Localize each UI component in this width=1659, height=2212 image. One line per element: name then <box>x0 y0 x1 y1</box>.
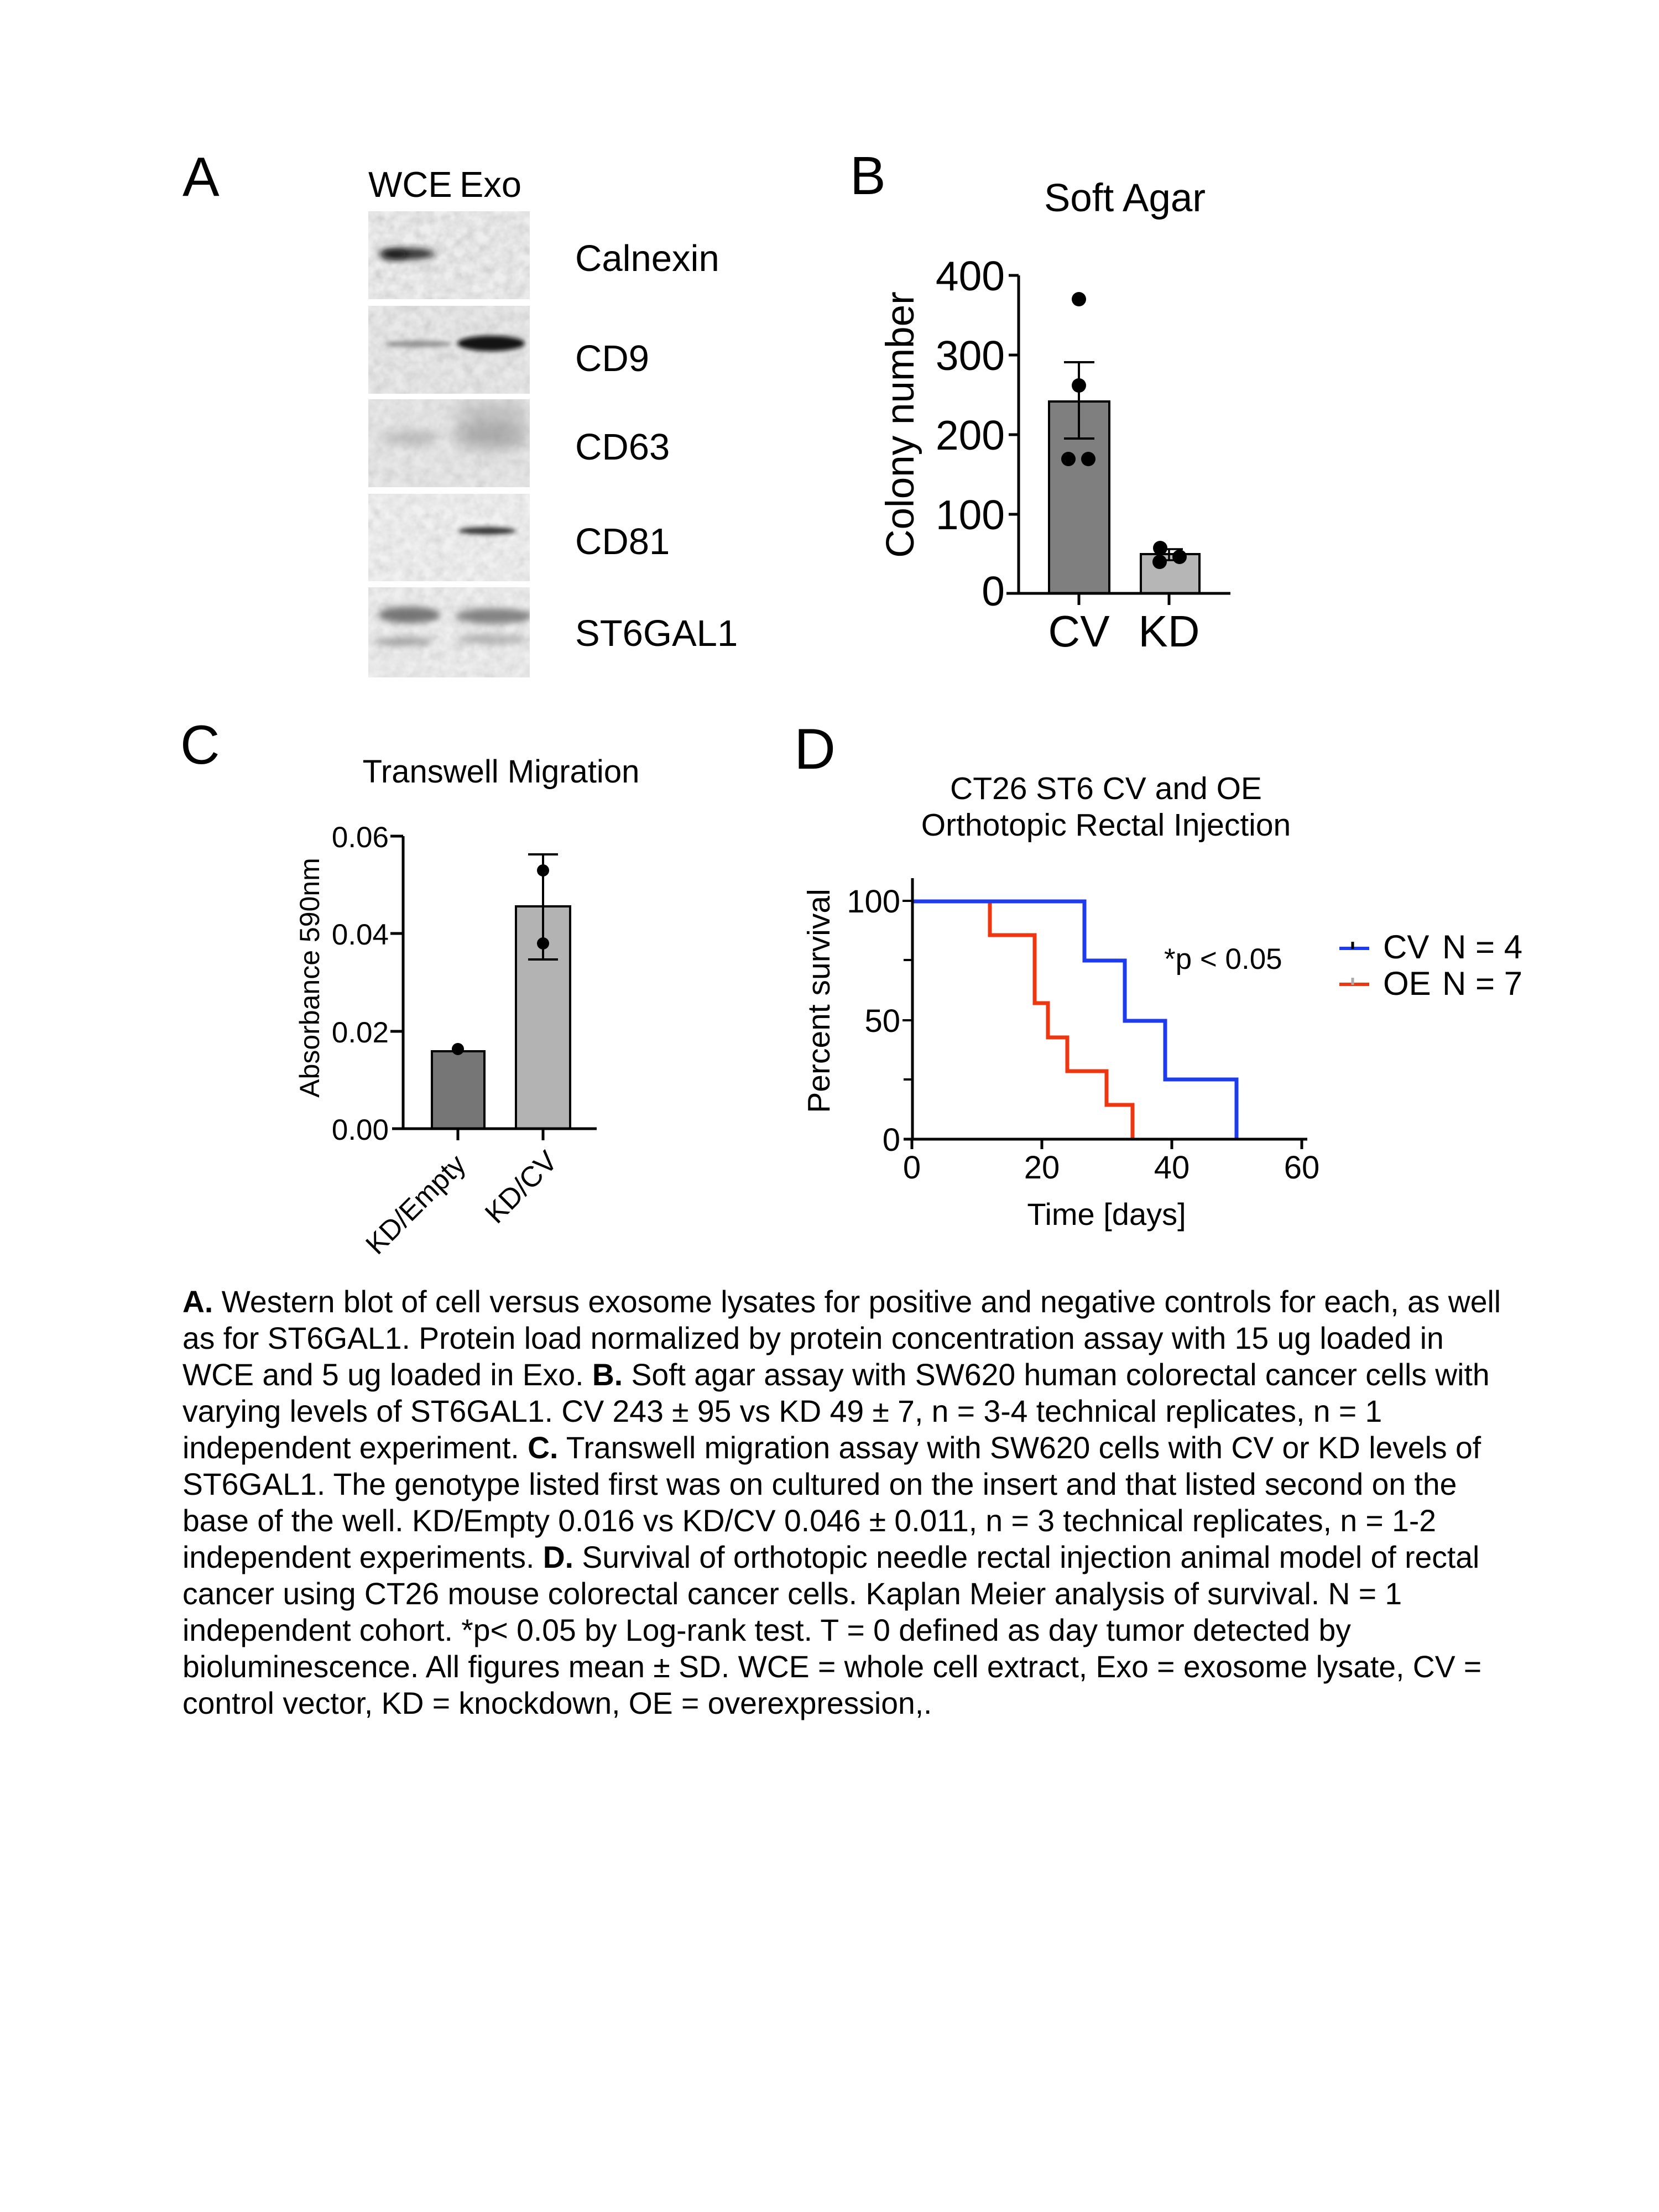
svg-text:300: 300 <box>936 332 1005 379</box>
svg-text:*p < 0.05: *p < 0.05 <box>1164 943 1282 975</box>
svg-text:WCE: WCE <box>368 164 452 205</box>
svg-text:Colony number: Colony number <box>879 291 922 557</box>
svg-text:CD63: CD63 <box>575 426 670 468</box>
svg-text:20: 20 <box>1024 1150 1060 1186</box>
svg-text:CD9: CD9 <box>575 338 649 379</box>
svg-text:100: 100 <box>936 492 1005 538</box>
svg-text:CD81: CD81 <box>575 521 670 562</box>
svg-text:KD: KD <box>1138 607 1199 656</box>
svg-text:N = 4: N = 4 <box>1442 928 1522 966</box>
svg-text:0.02: 0.02 <box>332 1016 389 1049</box>
svg-text:OE: OE <box>1383 965 1431 1002</box>
svg-text:100: 100 <box>847 884 900 920</box>
svg-text:independent experiments. D. Su: independent experiments. D. Survival of … <box>182 1540 1479 1574</box>
svg-text:A: A <box>182 146 220 208</box>
svg-text:CV: CV <box>1048 607 1110 656</box>
svg-text:Transwell Migration: Transwell Migration <box>363 754 640 790</box>
svg-text:CT26 ST6 CV and OE: CT26 ST6 CV and OE <box>950 771 1262 806</box>
svg-text:Calnexin: Calnexin <box>575 238 719 279</box>
svg-text:0: 0 <box>982 568 1005 614</box>
svg-text:bioluminescence. All figures m: bioluminescence. All figures mean ± SD. … <box>182 1650 1481 1684</box>
svg-text:0.00: 0.00 <box>332 1114 389 1146</box>
svg-text:base of the well. KD/Empty 0.0: base of the well. KD/Empty 0.016 vs KD/C… <box>182 1504 1436 1538</box>
svg-text:50: 50 <box>864 1003 900 1039</box>
svg-text:cancer using CT26 mouse colore: cancer using CT26 mouse colorectal cance… <box>182 1577 1402 1611</box>
svg-text:varying levels of ST6GAL1. CV: varying levels of ST6GAL1. CV 243 ± 95 v… <box>182 1394 1382 1428</box>
svg-text:Time [days]: Time [days] <box>1027 1197 1186 1232</box>
svg-text:as for ST6GAL1. Protein load n: as for ST6GAL1. Protein load normalized … <box>182 1321 1444 1355</box>
svg-text:independent experiment. C. Tra: independent experiment. C. Transwell mig… <box>182 1431 1481 1465</box>
svg-text:A. Western blot of cell versus: A. Western blot of cell versus exosome l… <box>182 1285 1501 1319</box>
svg-text:60: 60 <box>1284 1150 1320 1186</box>
svg-text:C: C <box>180 714 220 775</box>
svg-text:independent cohort. *p< 0.05 b: independent cohort. *p< 0.05 by Log-rank… <box>182 1613 1351 1647</box>
svg-text:0: 0 <box>903 1150 921 1186</box>
svg-text:D: D <box>794 717 836 781</box>
svg-text:ST6GAL1: ST6GAL1 <box>575 613 738 654</box>
svg-text:CV: CV <box>1383 928 1429 966</box>
svg-text:Exo: Exo <box>460 164 521 205</box>
svg-text:Orthotopic Rectal Injection: Orthotopic Rectal Injection <box>921 807 1291 843</box>
svg-text:N = 7: N = 7 <box>1442 965 1522 1002</box>
svg-text:0.06: 0.06 <box>332 821 389 854</box>
svg-text:Percent survival: Percent survival <box>801 889 837 1113</box>
svg-text:B: B <box>850 145 886 206</box>
svg-text:200: 200 <box>936 412 1005 458</box>
svg-text:0: 0 <box>883 1122 900 1158</box>
svg-text:Absorbance 590nm: Absorbance 590nm <box>294 858 325 1098</box>
svg-text:400: 400 <box>936 253 1005 299</box>
svg-text:40: 40 <box>1154 1150 1190 1186</box>
svg-text:Soft Agar: Soft Agar <box>1044 176 1206 220</box>
svg-text:control vector, KD = knockdown: control vector, KD = knockdown, OE = ove… <box>182 1686 932 1720</box>
svg-text:ST6GAL1. The genotype listed f: ST6GAL1. The genotype listed first was o… <box>182 1467 1457 1501</box>
svg-text:WCE and 5 ug loaded in Exo. B.: WCE and 5 ug loaded in Exo. B. Soft agar… <box>182 1358 1490 1392</box>
svg-text:0.04: 0.04 <box>332 919 389 951</box>
